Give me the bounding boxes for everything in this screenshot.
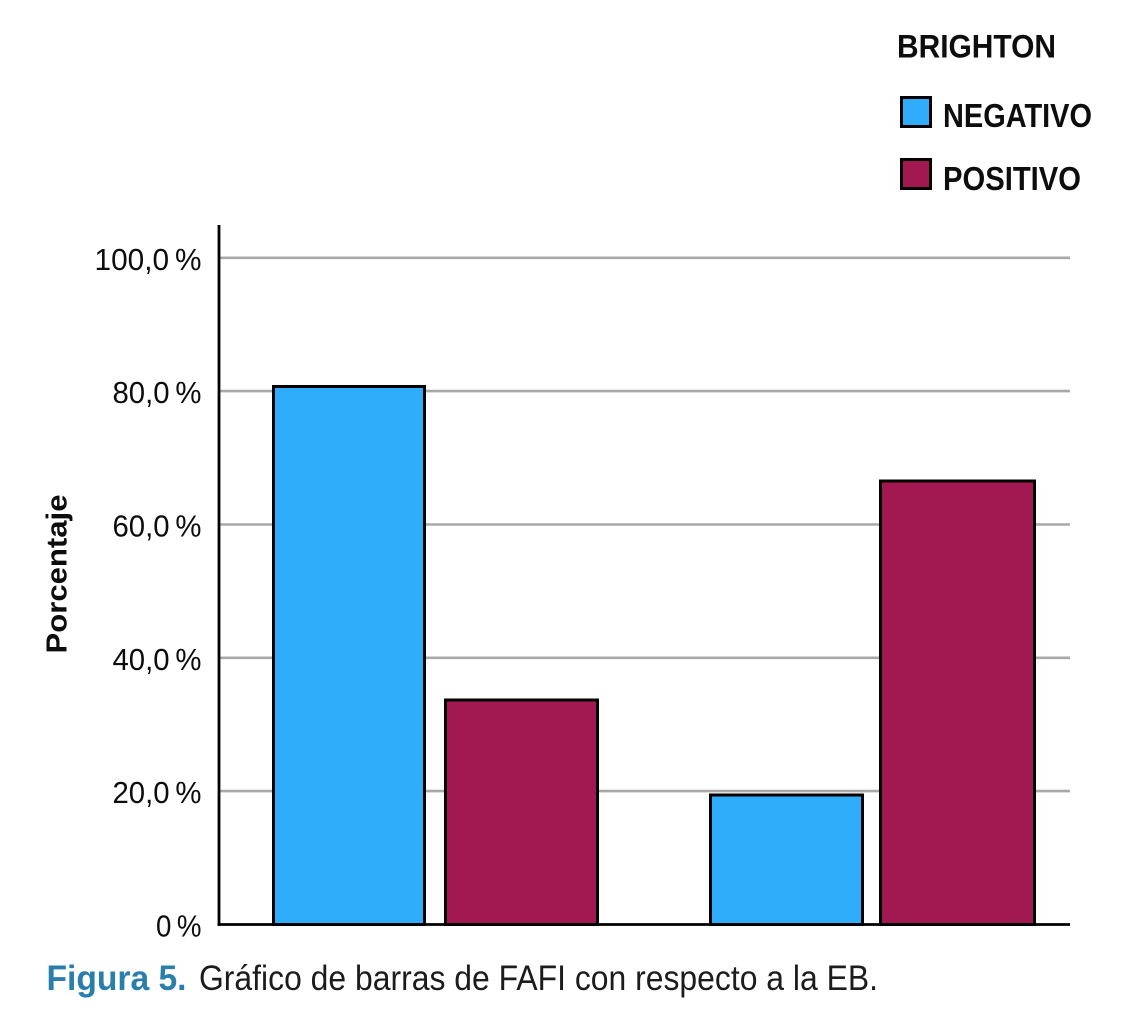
svg-text:POSITIVO: POSITIVO — [943, 160, 1081, 197]
svg-text:0 %: 0 % — [156, 908, 202, 943]
svg-text:Figura 5.Gráfico de barras de: Figura 5. Gráfico de barras de FAFI con r… — [47, 959, 879, 998]
svg-text:100,0 %: 100,0 % — [95, 242, 202, 277]
svg-text:80,0 %: 80,0 % — [113, 375, 202, 410]
svg-text:Porcentaje: Porcentaje — [42, 495, 74, 654]
svg-text:40,0 %: 40,0 % — [113, 642, 202, 677]
svg-text:20,0 %: 20,0 % — [113, 775, 202, 810]
svg-text:NEGATIVO: NEGATIVO — [943, 97, 1092, 134]
svg-text:BRIGHTON: BRIGHTON — [897, 29, 1056, 65]
svg-text:60,0 %: 60,0 % — [113, 508, 202, 543]
